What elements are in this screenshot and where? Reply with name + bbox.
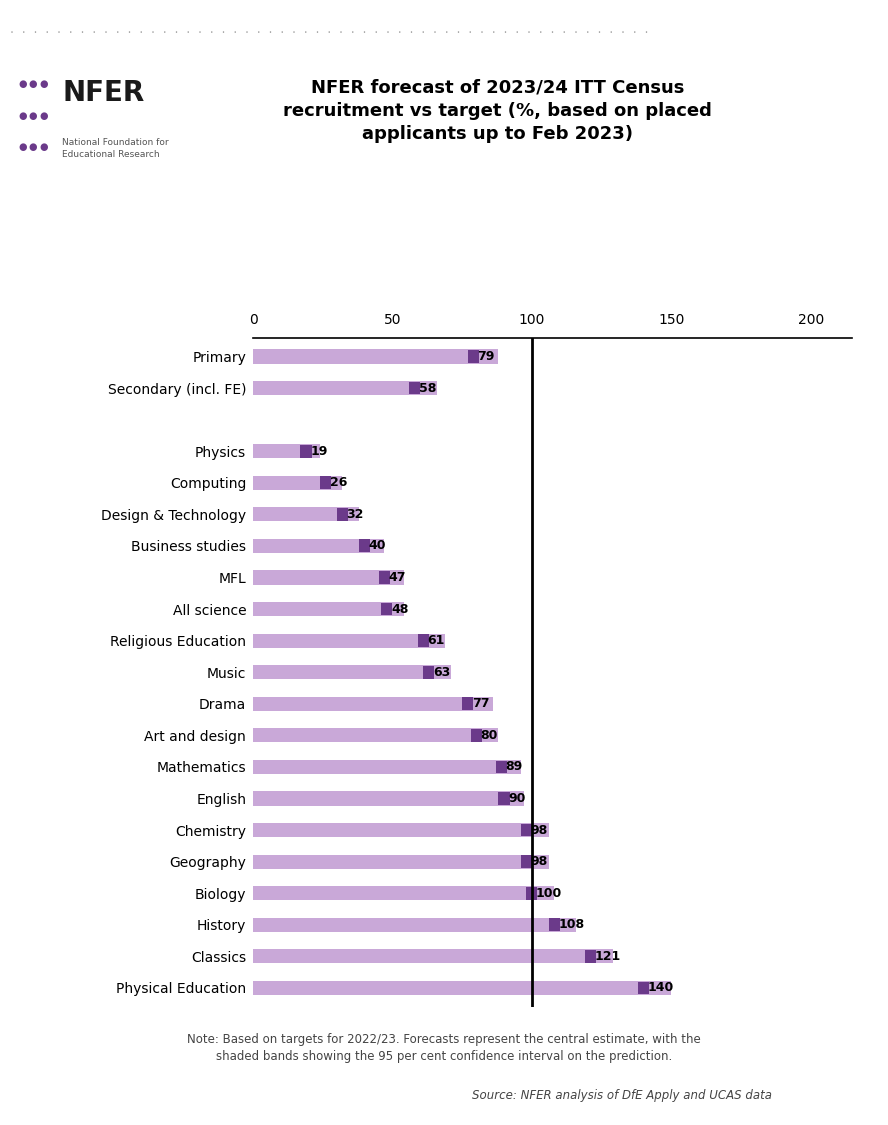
Bar <box>409 381 420 395</box>
Text: ●: ● <box>39 111 48 120</box>
Text: NFER forecast of 2023/24 ITT Census
recruitment vs target (%, based on placed
ap: NFER forecast of 2023/24 ITT Census recr… <box>283 79 711 143</box>
Text: 89: 89 <box>505 760 523 773</box>
Bar <box>253 950 613 963</box>
Bar <box>520 855 532 868</box>
Text: 90: 90 <box>508 792 526 806</box>
Text: 140: 140 <box>647 981 674 994</box>
Bar <box>496 760 507 773</box>
Text: 79: 79 <box>478 350 495 363</box>
Bar <box>378 572 390 584</box>
Bar <box>638 981 649 994</box>
Bar <box>253 633 446 648</box>
Text: 98: 98 <box>530 855 548 868</box>
Bar <box>253 824 549 837</box>
Text: · · · · · · · · · · · · · · · · · · · · · · · · · · · · · · · · · · · · · · · · : · · · · · · · · · · · · · · · · · · · · … <box>9 28 655 38</box>
Bar <box>381 603 392 615</box>
Bar <box>253 728 498 742</box>
Text: ●: ● <box>18 143 27 152</box>
Text: NFER: NFER <box>62 79 145 107</box>
Text: 47: 47 <box>388 572 406 584</box>
Text: ●: ● <box>18 111 27 120</box>
Text: 63: 63 <box>432 666 450 678</box>
Bar <box>320 476 331 489</box>
Text: 61: 61 <box>427 634 445 647</box>
Bar <box>253 381 437 395</box>
Text: ●: ● <box>28 143 37 152</box>
Text: ●: ● <box>18 80 27 89</box>
Bar <box>337 507 348 521</box>
Bar <box>468 350 479 363</box>
Bar <box>549 918 559 931</box>
Bar <box>253 602 404 616</box>
Bar <box>585 950 596 963</box>
Bar <box>253 855 549 868</box>
Text: ●: ● <box>39 143 48 152</box>
Bar <box>300 444 312 458</box>
Text: ●: ● <box>28 111 37 120</box>
Bar <box>253 444 320 458</box>
Text: Note: Based on targets for 2022/23. Forecasts represent the central estimate, wi: Note: Based on targets for 2022/23. Fore… <box>187 1033 701 1063</box>
Bar <box>498 792 510 804</box>
Bar <box>527 886 537 900</box>
Text: 77: 77 <box>472 698 489 710</box>
Bar <box>253 507 359 521</box>
Text: 108: 108 <box>559 918 584 931</box>
Bar <box>253 665 451 680</box>
Text: National Foundation for
Educational Research: National Foundation for Educational Rese… <box>62 138 169 159</box>
Bar <box>253 476 342 489</box>
Bar <box>471 729 481 741</box>
Bar <box>417 634 429 647</box>
Bar <box>462 698 473 710</box>
Text: 100: 100 <box>536 886 562 900</box>
Bar <box>253 696 493 711</box>
Text: Source: NFER analysis of DfE Apply and UCAS data: Source: NFER analysis of DfE Apply and U… <box>472 1089 772 1102</box>
Bar <box>253 570 404 585</box>
Text: ●: ● <box>39 80 48 89</box>
Text: 32: 32 <box>346 507 364 521</box>
Bar <box>359 540 370 552</box>
Bar <box>424 666 434 678</box>
Text: 26: 26 <box>329 476 347 489</box>
Text: 80: 80 <box>480 729 497 741</box>
Bar <box>253 886 554 900</box>
Text: 121: 121 <box>595 950 621 963</box>
Text: ●: ● <box>28 80 37 89</box>
Bar <box>253 791 524 806</box>
Bar <box>253 918 576 931</box>
Bar <box>520 824 532 837</box>
Bar <box>253 350 498 363</box>
Bar <box>253 759 520 774</box>
Bar <box>253 539 385 554</box>
Text: 19: 19 <box>310 444 328 458</box>
Bar <box>253 981 671 994</box>
Text: 48: 48 <box>391 603 408 615</box>
Text: 58: 58 <box>419 381 436 395</box>
Text: 40: 40 <box>369 539 386 552</box>
Text: 98: 98 <box>530 824 548 837</box>
